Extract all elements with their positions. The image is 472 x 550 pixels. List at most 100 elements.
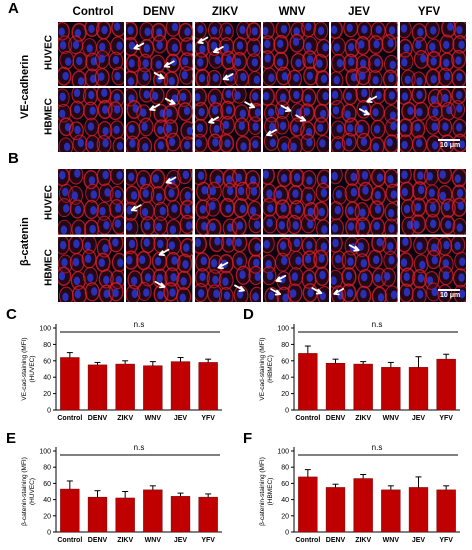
- y-tick-label: 0: [285, 408, 289, 415]
- bar-control: [298, 476, 318, 533]
- bar-yfv: [198, 496, 218, 533]
- arrow-marker: [295, 114, 307, 122]
- x-tick-label: JEV: [174, 537, 188, 544]
- x-tick-label: ZIKV: [355, 537, 371, 544]
- bar-zikv: [115, 363, 135, 411]
- x-tick-label: DENV: [326, 537, 346, 544]
- bar-zikv: [353, 363, 373, 411]
- y-tick-label: 40: [281, 375, 289, 382]
- bar-wnv: [381, 489, 401, 533]
- arrow-marker: [207, 116, 219, 124]
- x-tick-label: DENV: [326, 415, 346, 422]
- arrow-marker: [222, 73, 234, 81]
- arrow-marker: [165, 97, 176, 106]
- marker-label-beta-catenin: β-catenin: [19, 217, 31, 266]
- x-tick-label: ZIKV: [117, 537, 133, 544]
- y-tick-label: 40: [43, 497, 51, 504]
- y-tick-label: 60: [281, 481, 289, 488]
- bar-jev: [170, 496, 191, 533]
- y-axis-title: VE-cad-staining (MFI): [21, 337, 28, 400]
- x-tick-label: ZIKV: [117, 415, 133, 422]
- panel-label-e: E: [6, 430, 17, 447]
- x-tick-label: JEV: [412, 415, 426, 422]
- y-tick-label: 40: [43, 375, 51, 382]
- y-tick-label: 80: [43, 465, 51, 472]
- x-tick-label: JEV: [174, 415, 188, 422]
- scale-label-b: 10 μm: [440, 292, 461, 299]
- micrograph-grid-ve-cadherin: [58, 22, 466, 152]
- arrow-marker: [349, 243, 360, 252]
- x-tick-label: ZIKV: [355, 415, 371, 422]
- y-tick-label: 80: [281, 342, 289, 349]
- y-axis-title: β-catenin-staining (MFI): [259, 457, 266, 526]
- x-tick-label: WNV: [383, 415, 400, 422]
- B-tile-huvec-zikv: [194, 169, 261, 235]
- significance-label: n.s: [134, 320, 145, 329]
- bar-yfv: [436, 358, 456, 411]
- y-tick-label: 60: [43, 481, 51, 488]
- y-tick-label: 80: [281, 465, 289, 472]
- A-tile-hbmec-zikv: [194, 88, 261, 152]
- bar-yfv: [436, 489, 456, 533]
- y-axis-title: VE-cad-staining (MFI): [259, 337, 266, 400]
- arrow-marker: [212, 46, 224, 54]
- x-tick-label: YFV: [439, 415, 453, 422]
- B-tile-huvec-jev: [331, 169, 398, 235]
- arrow-marker: [270, 287, 282, 295]
- arrow-marker: [333, 287, 345, 295]
- y-axis-title: (HBMEC): [267, 478, 274, 506]
- x-tick-label: DENV: [88, 415, 108, 422]
- bar-denv: [325, 363, 346, 411]
- row-label-huvec-a: HUVEC: [43, 35, 55, 71]
- arrow-marker: [280, 104, 292, 113]
- arrow-marker: [154, 280, 166, 288]
- arrow-marker: [133, 42, 145, 50]
- B-tile-hbmec-denv: [126, 236, 193, 302]
- x-tick-label: Control: [295, 415, 320, 422]
- arrow-marker: [165, 176, 177, 184]
- B-tile-hbmec-yfv: [399, 236, 466, 302]
- A-tile-huvec-control: [58, 22, 125, 86]
- arrow-marker: [266, 129, 277, 137]
- bar-chart-f: 0 20 40 60 80 100 β-catenin-staining (MFI) (HBM…: [259, 443, 460, 544]
- x-tick-label: YFV: [201, 415, 215, 422]
- bar-jev: [170, 361, 191, 411]
- A-tile-huvec-zikv: [194, 22, 261, 86]
- y-tick-label: 100: [39, 326, 51, 333]
- bar-wnv: [381, 367, 401, 411]
- bar-control: [60, 488, 80, 533]
- arrow-marker: [311, 286, 323, 294]
- x-tick-label: YFV: [439, 537, 453, 544]
- y-tick-label: 20: [43, 391, 51, 398]
- arrow-marker: [149, 103, 161, 112]
- column-label-wnv: WNV: [278, 6, 306, 18]
- B-tile-huvec-denv: [126, 169, 193, 235]
- column-label-yfv: YFV: [417, 6, 441, 18]
- panel-label-b: B: [8, 150, 19, 167]
- arrow-marker: [164, 60, 175, 68]
- panel-label-a: A: [8, 0, 19, 17]
- x-tick-label: Control: [57, 415, 82, 422]
- bar-jev: [408, 367, 429, 411]
- A-tile-hbmec-control: [58, 88, 125, 152]
- x-tick-label: WNV: [145, 415, 162, 422]
- bar-denv: [325, 487, 346, 533]
- scale-bar-b: [438, 289, 460, 291]
- panel-label-c: C: [6, 306, 17, 323]
- arrow-marker: [158, 248, 170, 256]
- micrograph-grid-beta-catenin: [58, 169, 466, 302]
- y-axis-title: (HBMEC): [267, 355, 274, 383]
- A-tile-huvec-wnv: [263, 22, 330, 86]
- x-tick-label: YFV: [201, 537, 215, 544]
- A-tile-hbmec-jev: [331, 88, 398, 152]
- marker-label-ve-cadherin: VE-cadherin: [19, 54, 31, 119]
- y-tick-label: 40: [281, 497, 289, 504]
- y-tick-label: 100: [277, 449, 289, 456]
- bar-jev: [408, 487, 429, 533]
- y-tick-label: 20: [43, 513, 51, 520]
- bar-control: [60, 357, 80, 411]
- y-tick-label: 60: [281, 358, 289, 365]
- x-tick-label: Control: [295, 537, 320, 544]
- x-tick-label: JEV: [412, 537, 426, 544]
- row-label-hbmec-b: HBMEC: [43, 249, 55, 286]
